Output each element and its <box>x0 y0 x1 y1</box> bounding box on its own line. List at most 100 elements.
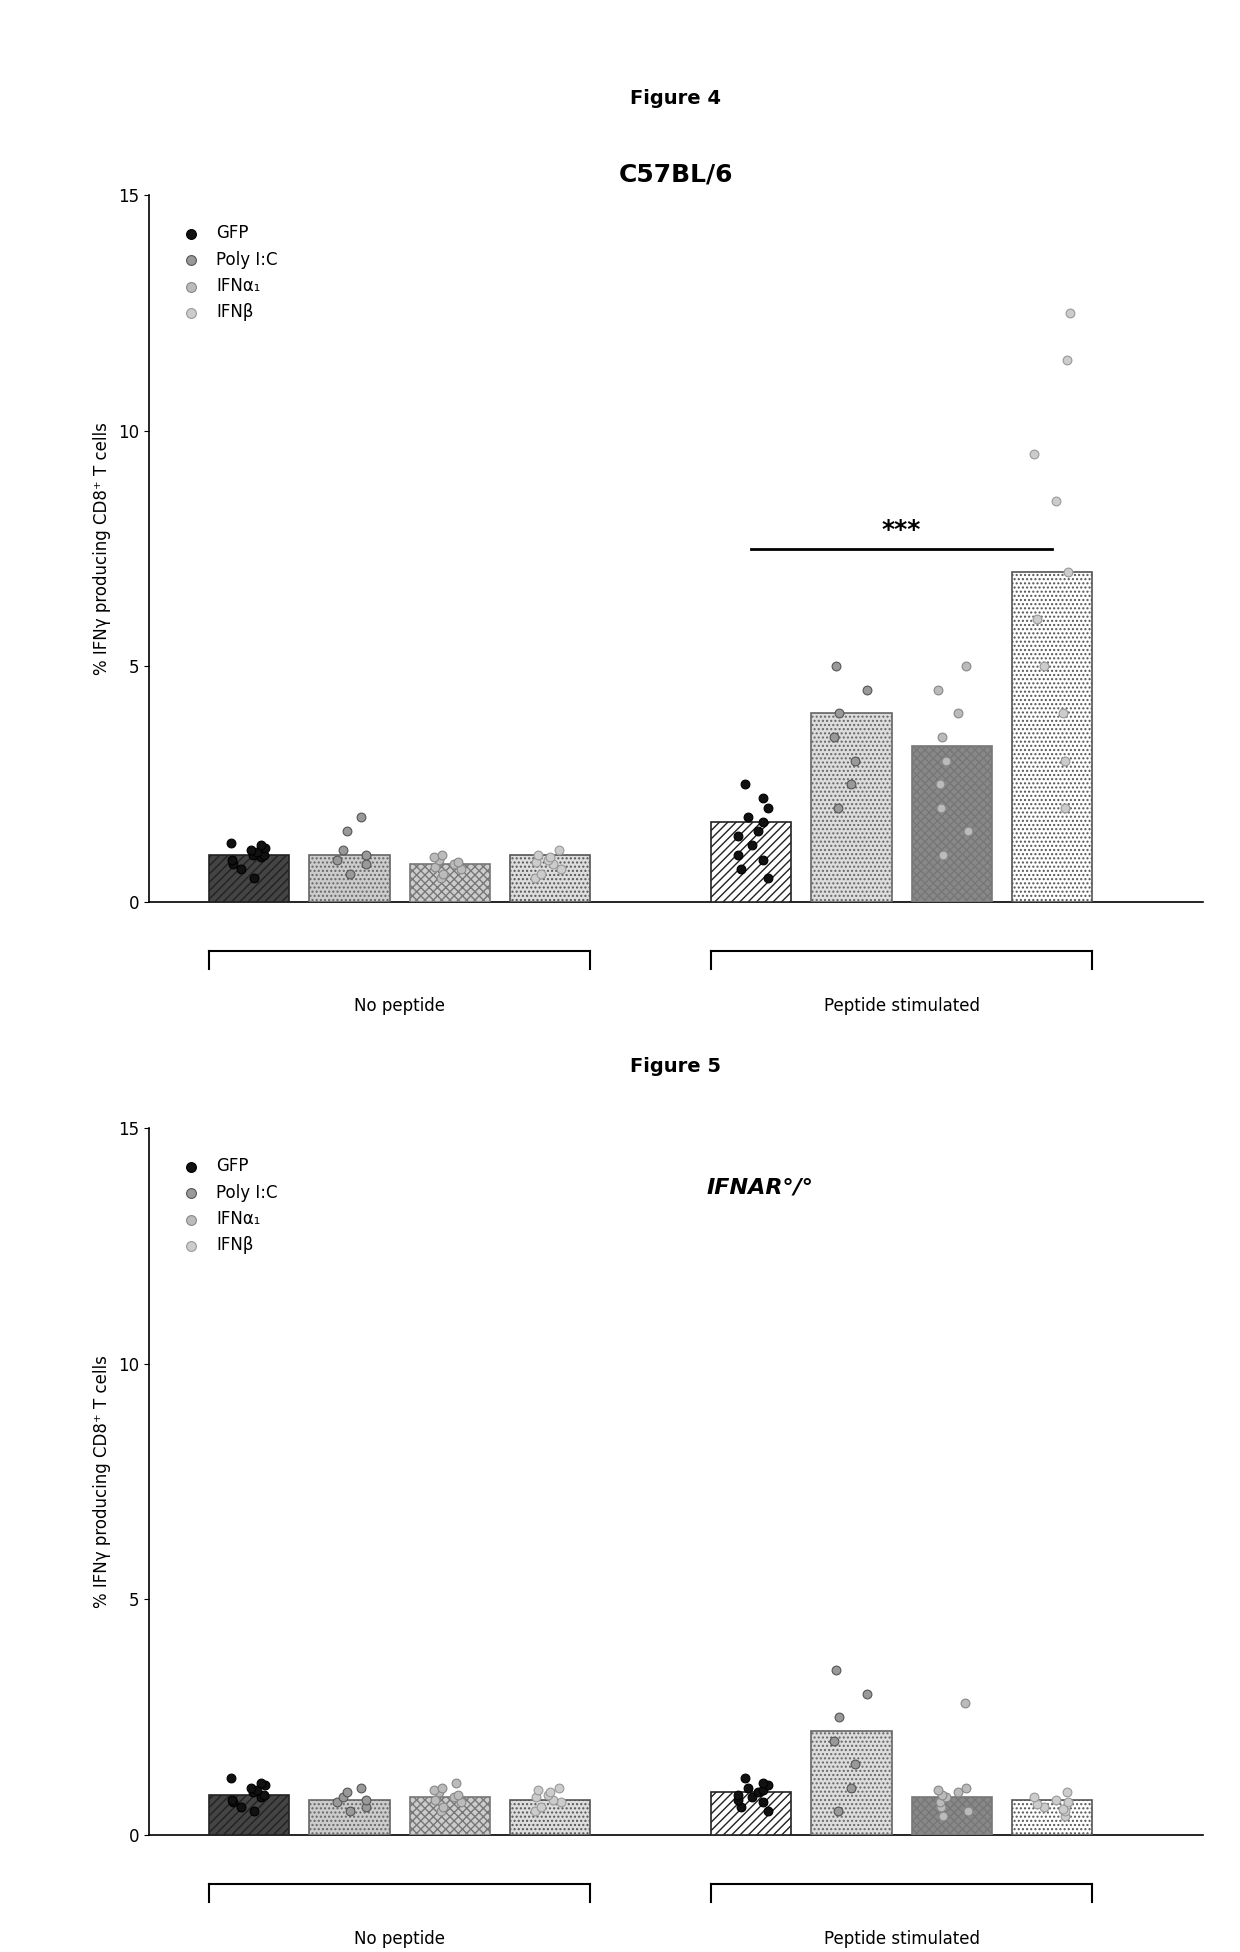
Point <box>444 849 464 880</box>
Point <box>932 839 952 871</box>
Point <box>828 793 848 824</box>
Text: Peptide stimulated: Peptide stimulated <box>823 1931 980 1948</box>
Point <box>451 1786 471 1817</box>
Point <box>539 1776 559 1808</box>
Point <box>730 1792 750 1823</box>
Point <box>828 1796 848 1827</box>
Legend: GFP, Poly I:C, IFNα₁, IFNβ: GFP, Poly I:C, IFNα₁, IFNβ <box>167 1150 284 1261</box>
Point <box>936 1782 956 1813</box>
Point <box>243 839 263 871</box>
Point <box>932 722 952 753</box>
Point <box>424 841 444 873</box>
Point <box>432 839 451 871</box>
Point <box>728 1784 748 1815</box>
Point <box>444 1782 464 1813</box>
Point <box>549 1772 569 1804</box>
Point <box>433 1792 453 1823</box>
Point <box>526 863 546 894</box>
Point <box>758 863 777 894</box>
Point <box>222 843 242 874</box>
Point <box>930 769 950 800</box>
Bar <box>510 855 590 902</box>
Point <box>241 1772 260 1804</box>
Point <box>728 820 748 851</box>
Point <box>728 1778 748 1810</box>
Point <box>956 1772 976 1804</box>
Point <box>356 1792 376 1823</box>
Point <box>932 1778 952 1810</box>
Point <box>735 1763 755 1794</box>
Point <box>1027 1788 1047 1819</box>
Point <box>930 1786 950 1817</box>
Point <box>857 673 877 705</box>
Point <box>332 1782 352 1813</box>
Point <box>1060 297 1080 328</box>
Point <box>959 816 978 847</box>
Point <box>248 1774 268 1806</box>
Point <box>526 847 546 878</box>
Point <box>928 1774 947 1806</box>
Point <box>932 1800 952 1831</box>
Point <box>1047 1784 1066 1815</box>
Point <box>825 722 844 753</box>
Text: No peptide: No peptide <box>355 1931 445 1948</box>
Bar <box>711 1792 791 1835</box>
Point <box>243 1776 263 1808</box>
Point <box>221 1763 241 1794</box>
Point <box>842 769 862 800</box>
Bar <box>911 746 992 902</box>
Point <box>748 1776 768 1808</box>
Point <box>931 793 951 824</box>
Point <box>753 1767 773 1798</box>
Point <box>758 1796 777 1827</box>
Point <box>356 839 376 871</box>
Point <box>1047 486 1066 517</box>
Point <box>543 849 563 880</box>
Point <box>429 843 449 874</box>
Point <box>1054 1794 1074 1825</box>
Bar <box>911 1798 992 1835</box>
Text: Figure 5: Figure 5 <box>630 1058 722 1076</box>
Point <box>449 847 469 878</box>
Text: Figure 4: Figure 4 <box>630 90 722 107</box>
Point <box>250 830 270 861</box>
Y-axis label: % IFNγ producing CD8⁺ T cells: % IFNγ producing CD8⁺ T cells <box>93 1355 112 1608</box>
Point <box>1058 1776 1078 1808</box>
Point <box>1027 603 1047 634</box>
Point <box>432 1796 451 1827</box>
Point <box>846 1749 866 1780</box>
Point <box>828 1702 848 1733</box>
Point <box>425 1784 445 1815</box>
Point <box>1054 699 1074 730</box>
Point <box>739 802 759 834</box>
Point <box>549 835 569 867</box>
Point <box>956 650 976 681</box>
Bar <box>310 1800 389 1835</box>
Point <box>538 1778 558 1810</box>
Point <box>254 839 274 871</box>
Point <box>255 832 275 863</box>
Point <box>826 650 846 681</box>
Point <box>552 1786 572 1817</box>
Point <box>1059 556 1079 588</box>
Point <box>250 841 270 873</box>
Point <box>327 843 347 874</box>
Point <box>949 699 968 730</box>
Point <box>758 793 777 824</box>
Point <box>1024 439 1044 470</box>
Text: ***: *** <box>882 517 921 541</box>
Point <box>846 746 866 777</box>
Bar <box>310 855 389 902</box>
Point <box>539 841 559 873</box>
Point <box>552 853 572 884</box>
Point <box>432 1772 451 1804</box>
Point <box>1034 650 1054 681</box>
Point <box>928 673 947 705</box>
Point <box>1055 746 1075 777</box>
Bar <box>409 865 490 902</box>
Point <box>250 1767 270 1798</box>
Point <box>825 1726 844 1757</box>
Point <box>429 1776 449 1808</box>
Point <box>857 1679 877 1710</box>
Point <box>1055 1800 1075 1831</box>
